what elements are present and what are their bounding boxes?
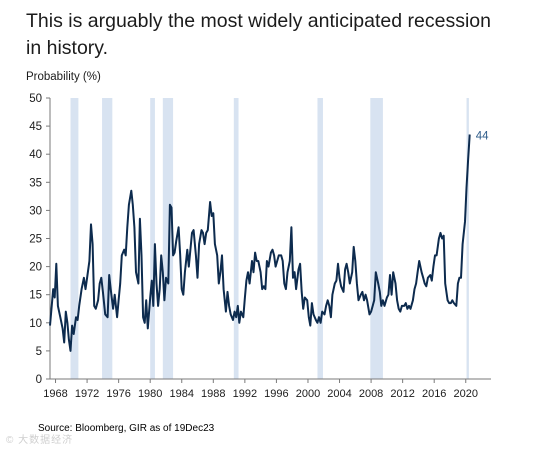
watermark: © 大数据经济 (6, 435, 74, 446)
source-note: Source: Bloomberg, GIR as of 19Dec23 (38, 423, 215, 434)
x-tick-label: 2008 (359, 388, 383, 400)
recession-band (370, 98, 383, 379)
y-tick-label: 10 (29, 318, 42, 330)
y-tick-label: 35 (29, 177, 42, 189)
y-tick-label: 45 (29, 121, 42, 133)
y-tick-label: 40 (29, 149, 42, 161)
x-tick-label: 2016 (422, 388, 446, 400)
x-tick-label: 1968 (43, 388, 67, 400)
x-tick-label: 1972 (75, 388, 99, 400)
x-tick-label: 2012 (390, 388, 414, 400)
recession-band (102, 98, 113, 379)
chart-title: This is arguably the most widely anticip… (26, 8, 526, 62)
probability-series-line (49, 134, 471, 352)
x-tick-label: 2020 (454, 388, 478, 400)
x-tick-label: 1988 (201, 388, 225, 400)
x-tick-label: 1992 (233, 388, 257, 400)
y-tick-label: 15 (29, 290, 42, 302)
recession-band (233, 98, 239, 379)
y-tick-label: 30 (29, 205, 42, 217)
x-tick-label: 1976 (106, 388, 130, 400)
y-tick-label: 50 (29, 93, 42, 105)
chart-title-line-1: This is arguably the most widely anticip… (26, 10, 491, 32)
chart-title-line-2: in history. (26, 37, 108, 59)
y-tick-label: 5 (36, 346, 42, 358)
x-tick-label: 1984 (170, 388, 194, 400)
x-tick-label: 2000 (296, 388, 320, 400)
y-axis-label: Probability (%) (26, 71, 101, 83)
series-end-label: 44 (476, 131, 489, 143)
x-tick-label: 1996 (264, 388, 288, 400)
recession-band (150, 98, 155, 379)
recession-band (162, 98, 174, 379)
y-tick-label: 20 (29, 262, 42, 274)
recession-band (466, 98, 469, 379)
x-tick-label: 2004 (327, 388, 351, 400)
recession-band (317, 98, 323, 379)
y-tick-label: 25 (29, 234, 42, 246)
y-tick-label: 0 (36, 374, 42, 386)
recession-band (70, 98, 79, 379)
x-tick-label: 1980 (138, 388, 162, 400)
